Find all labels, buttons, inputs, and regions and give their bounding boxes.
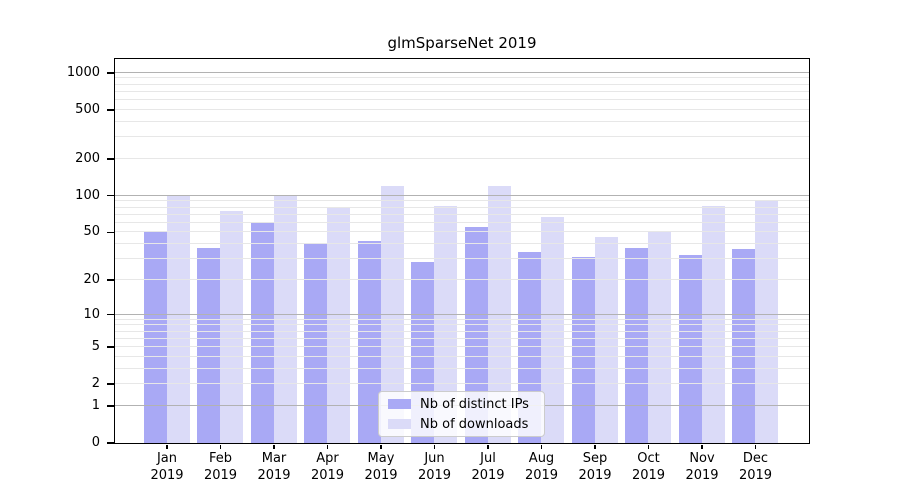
minor-gridline [114, 120, 809, 122]
x-axis-tick [701, 444, 703, 449]
bar-distinct-ips-may [357, 240, 381, 443]
minor-gridline [114, 324, 809, 326]
bar-downloads-feb [220, 211, 243, 443]
plot-area [113, 57, 810, 444]
minor-gridline [114, 330, 809, 332]
minor-gridline [114, 278, 809, 280]
y-axis-tick [107, 346, 114, 348]
y-axis-tick [107, 313, 114, 316]
x-axis-tick-label: Jun 2019 [417, 451, 452, 483]
x-axis-tick-label: May 2019 [364, 451, 398, 483]
x-axis-tick [219, 444, 222, 449]
x-axis-tick [326, 444, 329, 449]
legend-swatch-downloads [388, 419, 411, 429]
x-axis-tick-label: Jul 2019 [471, 451, 505, 483]
minor-gridline [114, 337, 809, 339]
major-gridline [114, 194, 809, 196]
legend-swatch-distinct-ips [388, 399, 411, 409]
minor-gridline [114, 346, 809, 347]
x-axis-tick [540, 444, 543, 449]
bar-distinct-ips-sep [571, 256, 595, 443]
bar-distinct-ips-apr [304, 243, 327, 443]
bar-distinct-ips-nov [678, 255, 702, 443]
y-axis-tick [107, 279, 114, 281]
y-axis-tick [107, 72, 114, 74]
x-axis-tick-label: Dec 2019 [738, 451, 773, 483]
x-axis-tick [273, 444, 275, 449]
bar-distinct-ips-mar [250, 222, 274, 443]
x-axis-tick-label: Mar 2019 [257, 451, 291, 483]
minor-gridline [114, 367, 809, 369]
x-axis-tick-label: Nov 2019 [685, 451, 719, 483]
bar-distinct-ips-jan [143, 231, 167, 443]
y-axis-tick-label: 5 [91, 339, 100, 354]
major-gridline [114, 71, 809, 73]
minor-gridline [114, 355, 809, 357]
minor-gridline [114, 136, 809, 138]
legend-entry-downloads: Nb of downloads [379, 416, 544, 433]
minor-gridline [114, 108, 809, 110]
x-axis-tick-label: Feb 2019 [203, 451, 238, 483]
minor-gridline [114, 99, 809, 101]
bar-downloads-oct [648, 231, 671, 443]
bar-downloads-aug [541, 217, 564, 443]
legend-label-distinct-ips: Nb of distinct IPs [420, 396, 529, 412]
minor-gridline [114, 221, 809, 223]
y-axis-tick [107, 405, 114, 407]
minor-gridline [114, 200, 809, 202]
x-axis-tick [433, 444, 436, 449]
x-axis-tick [754, 444, 757, 449]
minor-gridline [114, 243, 809, 244]
y-axis-tick [107, 194, 114, 197]
bar-downloads-sep [594, 237, 618, 443]
minor-gridline [114, 258, 809, 259]
y-axis-tick-label: 1 [91, 397, 100, 413]
x-axis-tick-label: Sep 2019 [578, 451, 612, 483]
bar-distinct-ips-oct [625, 247, 648, 443]
minor-gridline [114, 318, 809, 320]
minor-gridline [114, 231, 809, 233]
major-gridline [114, 313, 809, 315]
x-axis-tick-label: Apr 2019 [310, 451, 345, 483]
x-axis-tick [166, 444, 168, 449]
bar-downloads-dec [755, 199, 778, 443]
y-axis-tick-label: 1000 [66, 64, 100, 80]
x-axis-tick-label: Oct 2019 [631, 451, 666, 483]
x-axis-tick-label: Aug 2019 [524, 451, 559, 483]
y-axis-tick [107, 109, 114, 111]
bar-distinct-ips-jul [464, 226, 488, 443]
minor-gridline [114, 83, 809, 85]
y-axis-tick-label: 0 [91, 435, 100, 450]
bar-distinct-ips-feb [197, 247, 220, 443]
minor-gridline [114, 157, 809, 159]
y-axis-tick-label: 500 [75, 101, 100, 117]
minor-gridline [114, 90, 809, 92]
y-axis-tick-label: 50 [83, 224, 100, 240]
legend-entry-distinct-ips: Nb of distinct IPs [379, 396, 544, 413]
x-axis-tick [594, 444, 596, 449]
y-axis-tick [107, 231, 114, 233]
bar-distinct-ips-dec [732, 249, 755, 443]
y-axis-tick [107, 442, 114, 444]
legend-label-downloads: Nb of downloads [420, 416, 529, 432]
y-axis-tick-label: 100 [75, 187, 100, 203]
x-axis-tick-label: Jan 2019 [150, 451, 184, 483]
y-axis-tick-label: 200 [75, 150, 100, 166]
x-axis-tick [380, 444, 382, 449]
x-axis-tick [487, 444, 489, 449]
minor-gridline [114, 213, 809, 215]
minor-gridline [114, 383, 809, 385]
y-axis-tick-label: 20 [83, 271, 100, 287]
legend: Nb of distinct IPs Nb of downloads [378, 391, 545, 437]
chart-title: glmSparseNet 2019 [387, 34, 537, 52]
y-axis-tick [107, 383, 114, 385]
y-axis-tick-label: 2 [91, 376, 100, 392]
minor-gridline [114, 77, 809, 79]
y-axis-tick-label: 10 [83, 306, 100, 322]
y-axis-tick [107, 158, 114, 160]
minor-gridline [114, 206, 809, 208]
x-axis-tick [647, 444, 650, 449]
